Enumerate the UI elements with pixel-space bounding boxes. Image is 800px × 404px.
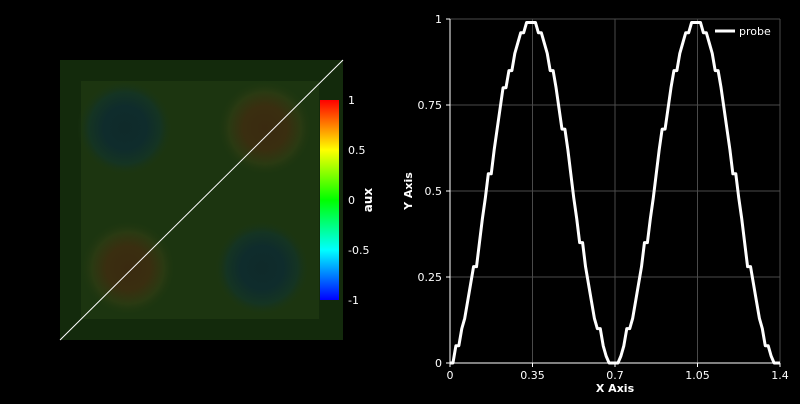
x-tick-label: 0.35 [520, 369, 545, 382]
x-tick-label: 0 [447, 369, 454, 382]
x-tick-label: 0.7 [606, 369, 624, 382]
x-tick-label: 1.05 [685, 369, 710, 382]
colorbar-tick-label: 0.5 [348, 144, 366, 157]
y-axis-title: Y Axis [402, 172, 415, 211]
colorbar-gradient [320, 100, 339, 300]
colorbar-tick-label: -1 [348, 294, 359, 307]
legend-label-probe: probe [739, 25, 771, 38]
legend: probe [715, 25, 771, 38]
heatmap-lobe-cool [214, 220, 310, 316]
heatmap-lobe-warm [80, 220, 176, 316]
heatmap-lobe-warm [217, 80, 313, 176]
x-axis-ticks: 0 0.35 0.7 1.05 1.4 [447, 363, 789, 382]
probe-line[interactable] [59, 59, 344, 341]
y-axis-ticks: 0 0.25 0.5 0.75 1 [418, 13, 450, 370]
colorbar-tick-label: 0 [348, 194, 355, 207]
y-tick-label: 0 [435, 357, 442, 370]
colorbar-title: aux [361, 188, 375, 213]
colorbar-tick-label: -0.5 [348, 244, 369, 257]
y-tick-label: 1 [435, 13, 442, 26]
colorbar: 1 0.5 0 -0.5 -1 aux [320, 94, 375, 307]
line-chart: 0 0.35 0.7 1.05 1.4 0 0.25 0.5 0.75 1 probe X Ax… [402, 13, 789, 395]
heatmap-panel [59, 59, 344, 341]
colorbar-tick-labels: 1 0.5 0 -0.5 -1 [348, 94, 369, 307]
y-tick-label: 0.5 [425, 185, 443, 198]
x-tick-label: 1.4 [771, 369, 789, 382]
x-axis-title: X Axis [596, 382, 635, 395]
colorbar-tick-label: 1 [348, 94, 355, 107]
heatmap-lobe-cool [77, 80, 173, 176]
series-line-probe[interactable] [450, 20, 780, 365]
y-tick-label: 0.75 [418, 99, 443, 112]
y-tick-label: 0.25 [418, 271, 443, 284]
chart-grid [450, 18, 781, 363]
